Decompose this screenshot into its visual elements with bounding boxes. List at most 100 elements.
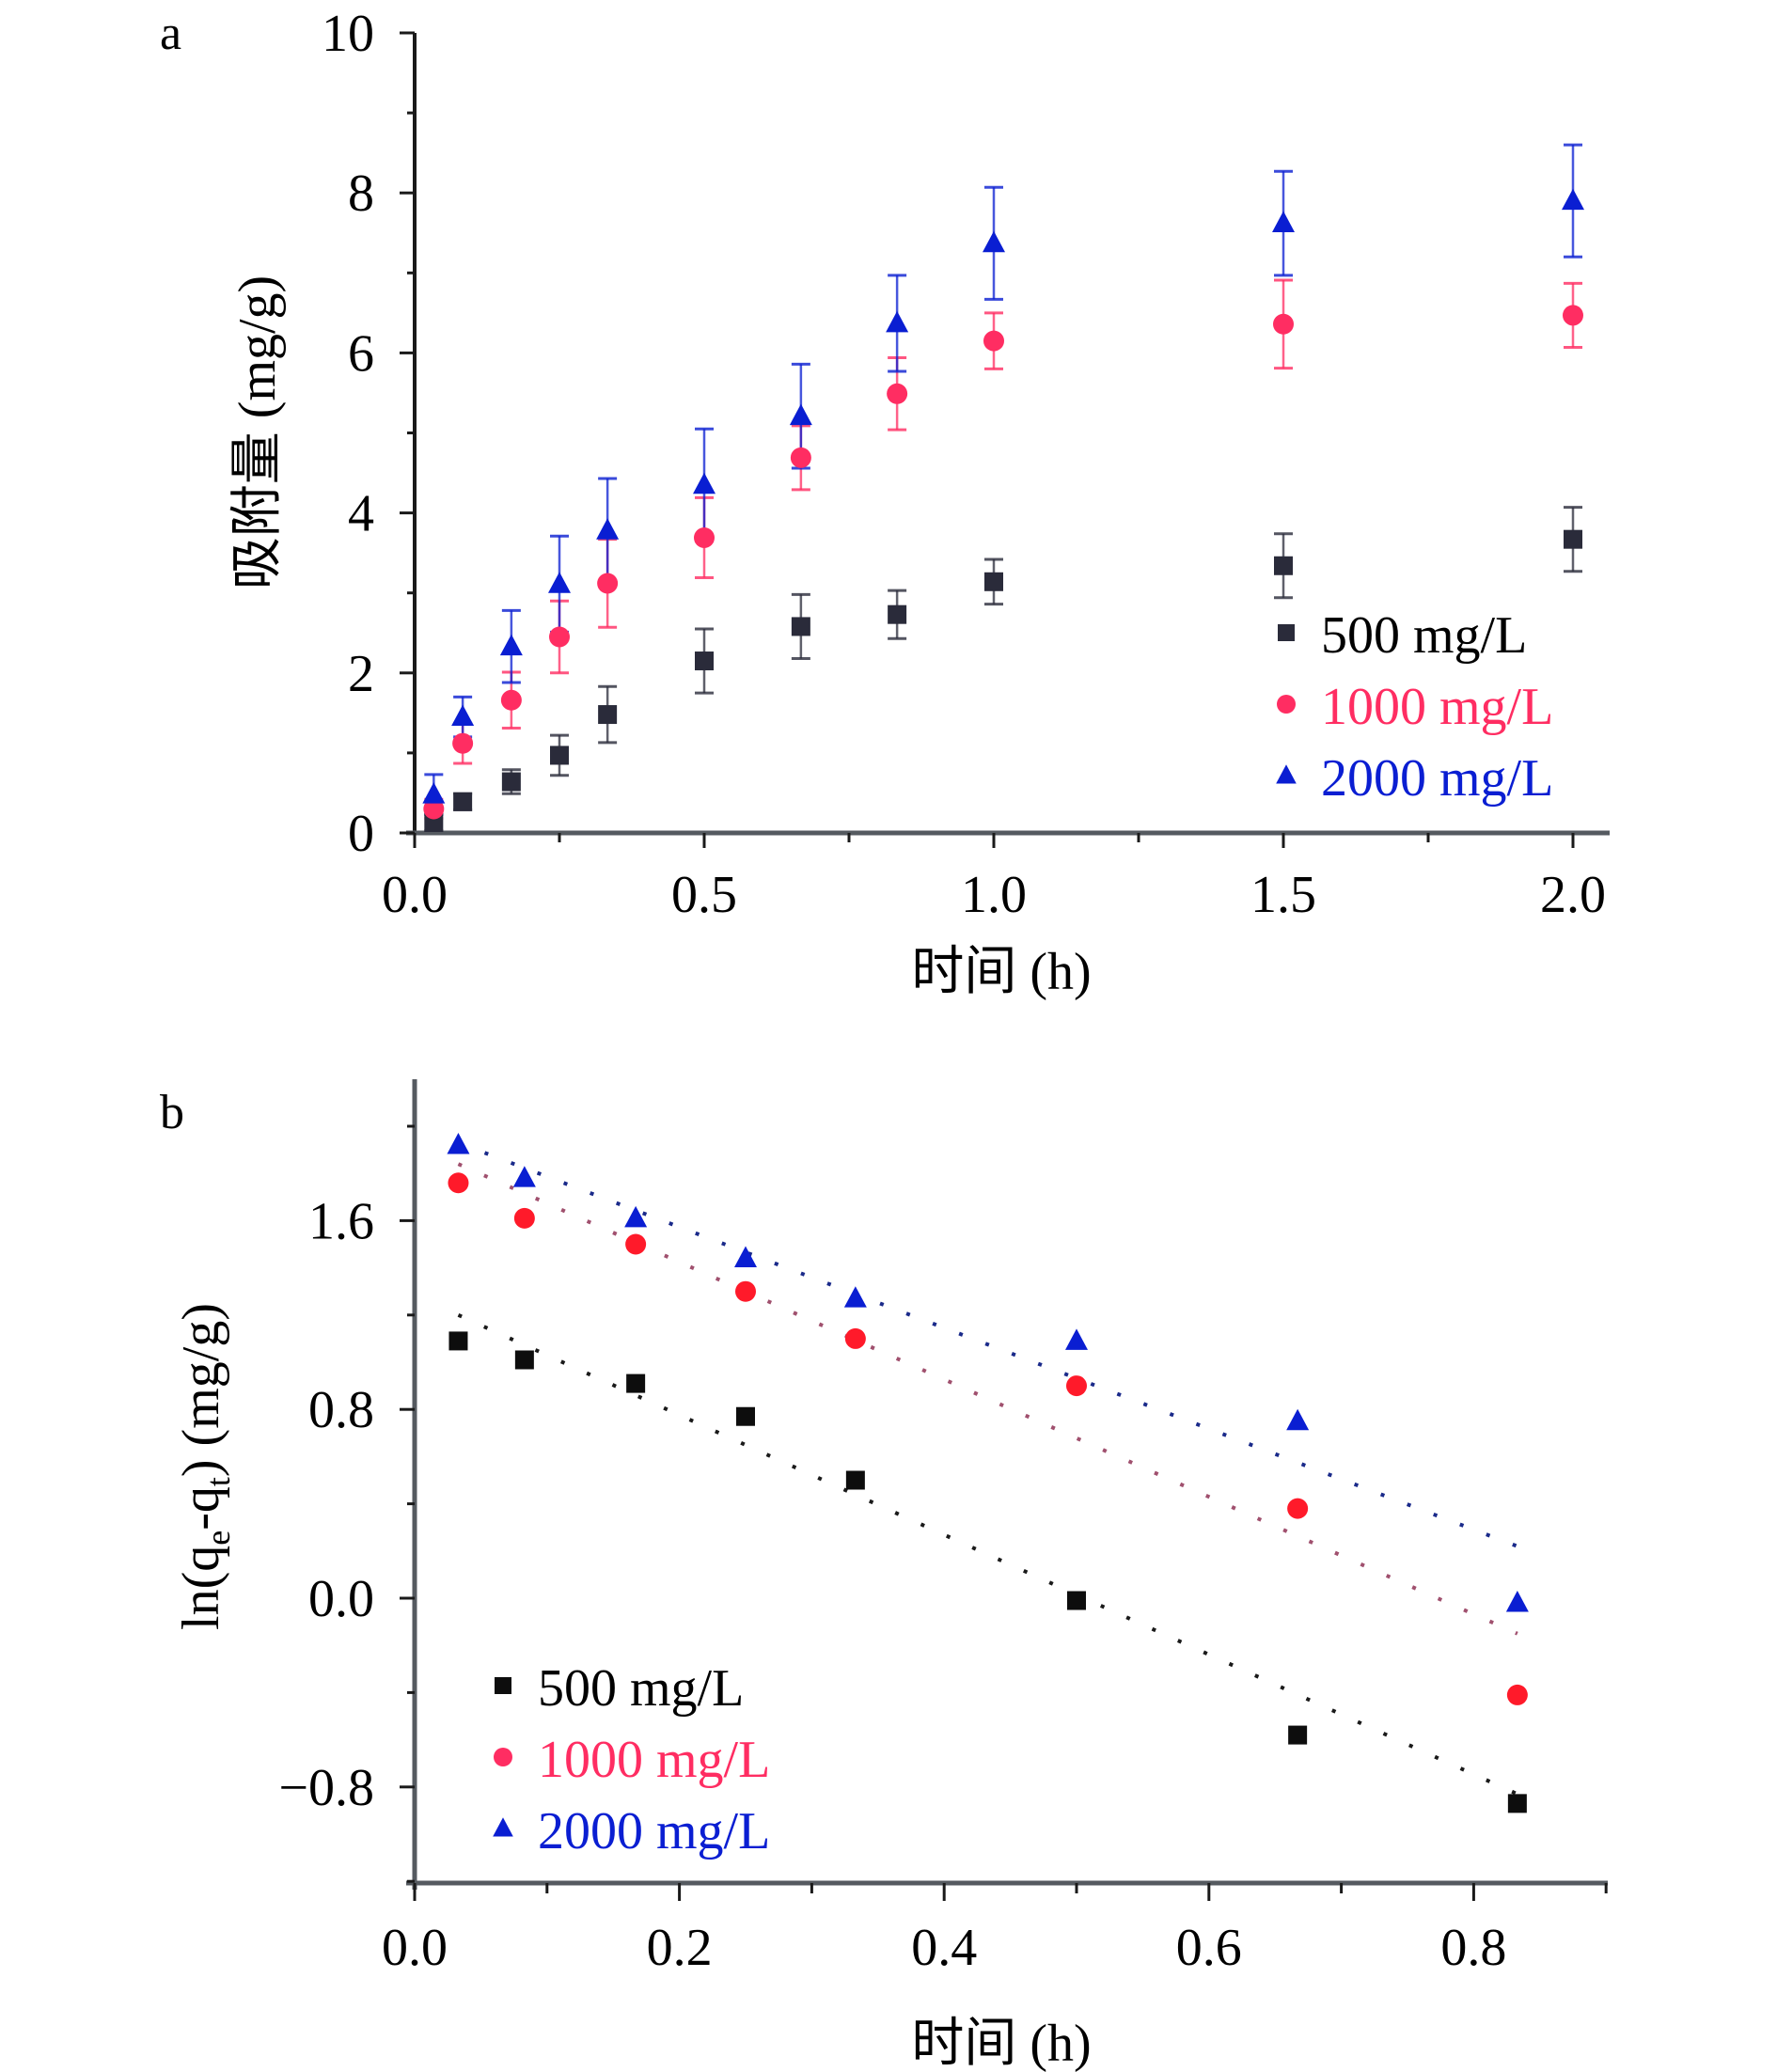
points-b	[447, 1133, 1529, 1813]
legend-a: 500 mg/L 1000 mg/L 2000 mg/L	[1276, 606, 1553, 808]
data-point-circle	[1066, 1375, 1087, 1397]
data-point-circle	[790, 447, 811, 468]
x-tick-label-b: 0.6	[1176, 1919, 1242, 1977]
x-tick-label-b: 0.2	[647, 1919, 713, 1977]
y-title-b-sub-e: e	[199, 1530, 237, 1546]
legend-b: 500 mg/L 1000 mg/L 2000 mg/L	[493, 1659, 770, 1860]
data-point-circle	[844, 1327, 866, 1349]
fit-line-1000	[457, 1162, 1518, 1636]
data-point-circle	[1563, 305, 1583, 326]
y-axis-title-b: ln(qe-qt) (mg/g)	[172, 1303, 237, 1630]
points-a	[422, 188, 1584, 832]
legend-marker-circle	[1277, 695, 1296, 714]
x-tick-label-a: 2.0	[1540, 866, 1606, 924]
data-point-triangle	[422, 782, 446, 804]
data-point-square	[791, 617, 810, 636]
data-point-circle	[500, 689, 522, 711]
legend-marker-square	[1278, 624, 1295, 641]
x-tick-label-a: 1.5	[1250, 866, 1316, 924]
data-point-square	[888, 604, 907, 624]
panel-label-b: b	[160, 1086, 184, 1139]
data-point-triangle	[548, 572, 571, 593]
y-tick-label-b: 0.8	[308, 1381, 374, 1439]
fit-line-2000	[457, 1140, 1518, 1548]
data-point-triangle	[886, 310, 909, 333]
y-tick-label-a: 2	[348, 645, 374, 703]
x-axis-title-b: 时间 (h)	[911, 2015, 1091, 2072]
y-tick-label-a: 0	[348, 805, 374, 863]
legend-marker-triangle	[1276, 764, 1297, 784]
panel-label-a: a	[160, 7, 181, 60]
data-point-triangle	[624, 1205, 648, 1228]
data-point-square	[626, 1373, 646, 1393]
data-point-circle	[513, 1207, 535, 1229]
legend-label: 1000 mg/L	[538, 1731, 770, 1789]
y-axis-title-a: 吸附量 (mg/g)	[228, 275, 287, 589]
y-title-b-part3: ) (mg/g)	[172, 1303, 230, 1477]
data-point-circle	[1287, 1498, 1309, 1519]
x-tick-label-b: 0.8	[1440, 1919, 1506, 1977]
ticks-a	[400, 31, 1575, 848]
data-point-square	[984, 572, 1003, 591]
data-point-square	[1067, 1591, 1086, 1610]
data-point-square	[448, 1331, 468, 1351]
data-point-circle	[1273, 313, 1294, 335]
x-tick-label-a: 0.5	[671, 866, 737, 924]
data-point-triangle	[499, 634, 523, 656]
data-point-triangle	[983, 230, 1005, 253]
data-point-triangle	[1286, 1408, 1310, 1431]
y-tick-label-a: 4	[348, 485, 374, 543]
legend-label: 1000 mg/L	[1321, 678, 1553, 736]
data-point-circle	[735, 1280, 756, 1302]
data-point-triangle	[451, 704, 475, 727]
data-point-square	[1564, 529, 1582, 549]
data-point-square	[695, 651, 714, 671]
data-point-circle	[1506, 1684, 1528, 1705]
y-tick-label-a: 8	[348, 165, 374, 223]
ticks-b	[400, 1124, 1608, 1901]
legend-label: 2000 mg/L	[1321, 749, 1553, 808]
data-point-triangle	[1562, 188, 1584, 211]
fit-lines-b	[457, 1140, 1518, 1797]
legend-label: 500 mg/L	[538, 1659, 744, 1718]
data-point-circle	[694, 526, 715, 548]
data-point-square	[514, 1350, 534, 1370]
data-point-square	[453, 792, 473, 811]
legend-marker-circle	[494, 1748, 512, 1766]
tick-labels-a: 0 2 4 6 8 10 0.0 0.5 1.0 1.5 2.0	[322, 5, 1606, 924]
y-title-b-sub-t: t	[199, 1477, 237, 1486]
legend-marker-square	[495, 1677, 511, 1694]
data-point-square	[550, 746, 569, 765]
data-point-circle	[448, 1172, 469, 1194]
data-point-circle	[452, 732, 474, 754]
data-point-triangle	[1505, 1591, 1529, 1612]
y-tick-label-b: −0.8	[278, 1759, 374, 1817]
data-point-triangle	[734, 1246, 757, 1268]
data-point-circle	[423, 798, 445, 820]
x-axis-title-a: 时间 (h)	[911, 943, 1091, 1001]
data-point-square	[501, 772, 521, 792]
y-tick-label-b: 1.6	[308, 1192, 374, 1250]
x-tick-label-a: 0.0	[382, 866, 448, 924]
data-point-circle	[887, 383, 908, 404]
data-point-square	[1274, 556, 1293, 575]
data-point-circle	[549, 626, 570, 648]
data-point-triangle	[596, 518, 620, 540]
x-tick-label-b: 0.4	[911, 1919, 977, 1977]
x-tick-label-b: 0.0	[382, 1919, 448, 1977]
data-point-square	[1507, 1794, 1527, 1813]
data-point-triangle	[512, 1166, 536, 1187]
legend-marker-triangle	[493, 1817, 513, 1837]
chart-b: b −0.8 0.0 0.8 1.6 0.0 0.2 0.4 0.6 0.8 时间 (h) ln…	[160, 1079, 1608, 2072]
data-point-square	[845, 1470, 865, 1490]
data-point-triangle	[843, 1286, 867, 1308]
x-tick-label-a: 1.0	[961, 866, 1027, 924]
data-point-circle	[983, 330, 1004, 352]
legend-label: 500 mg/L	[1321, 606, 1527, 665]
y-tick-label-a: 6	[348, 324, 374, 383]
legend-label: 2000 mg/L	[538, 1802, 770, 1860]
data-point-square	[736, 1406, 755, 1426]
data-point-triangle	[693, 472, 716, 494]
data-point-circle	[597, 573, 619, 594]
tick-labels-b: −0.8 0.0 0.8 1.6 0.0 0.2 0.4 0.6 0.8	[278, 1192, 1506, 1977]
